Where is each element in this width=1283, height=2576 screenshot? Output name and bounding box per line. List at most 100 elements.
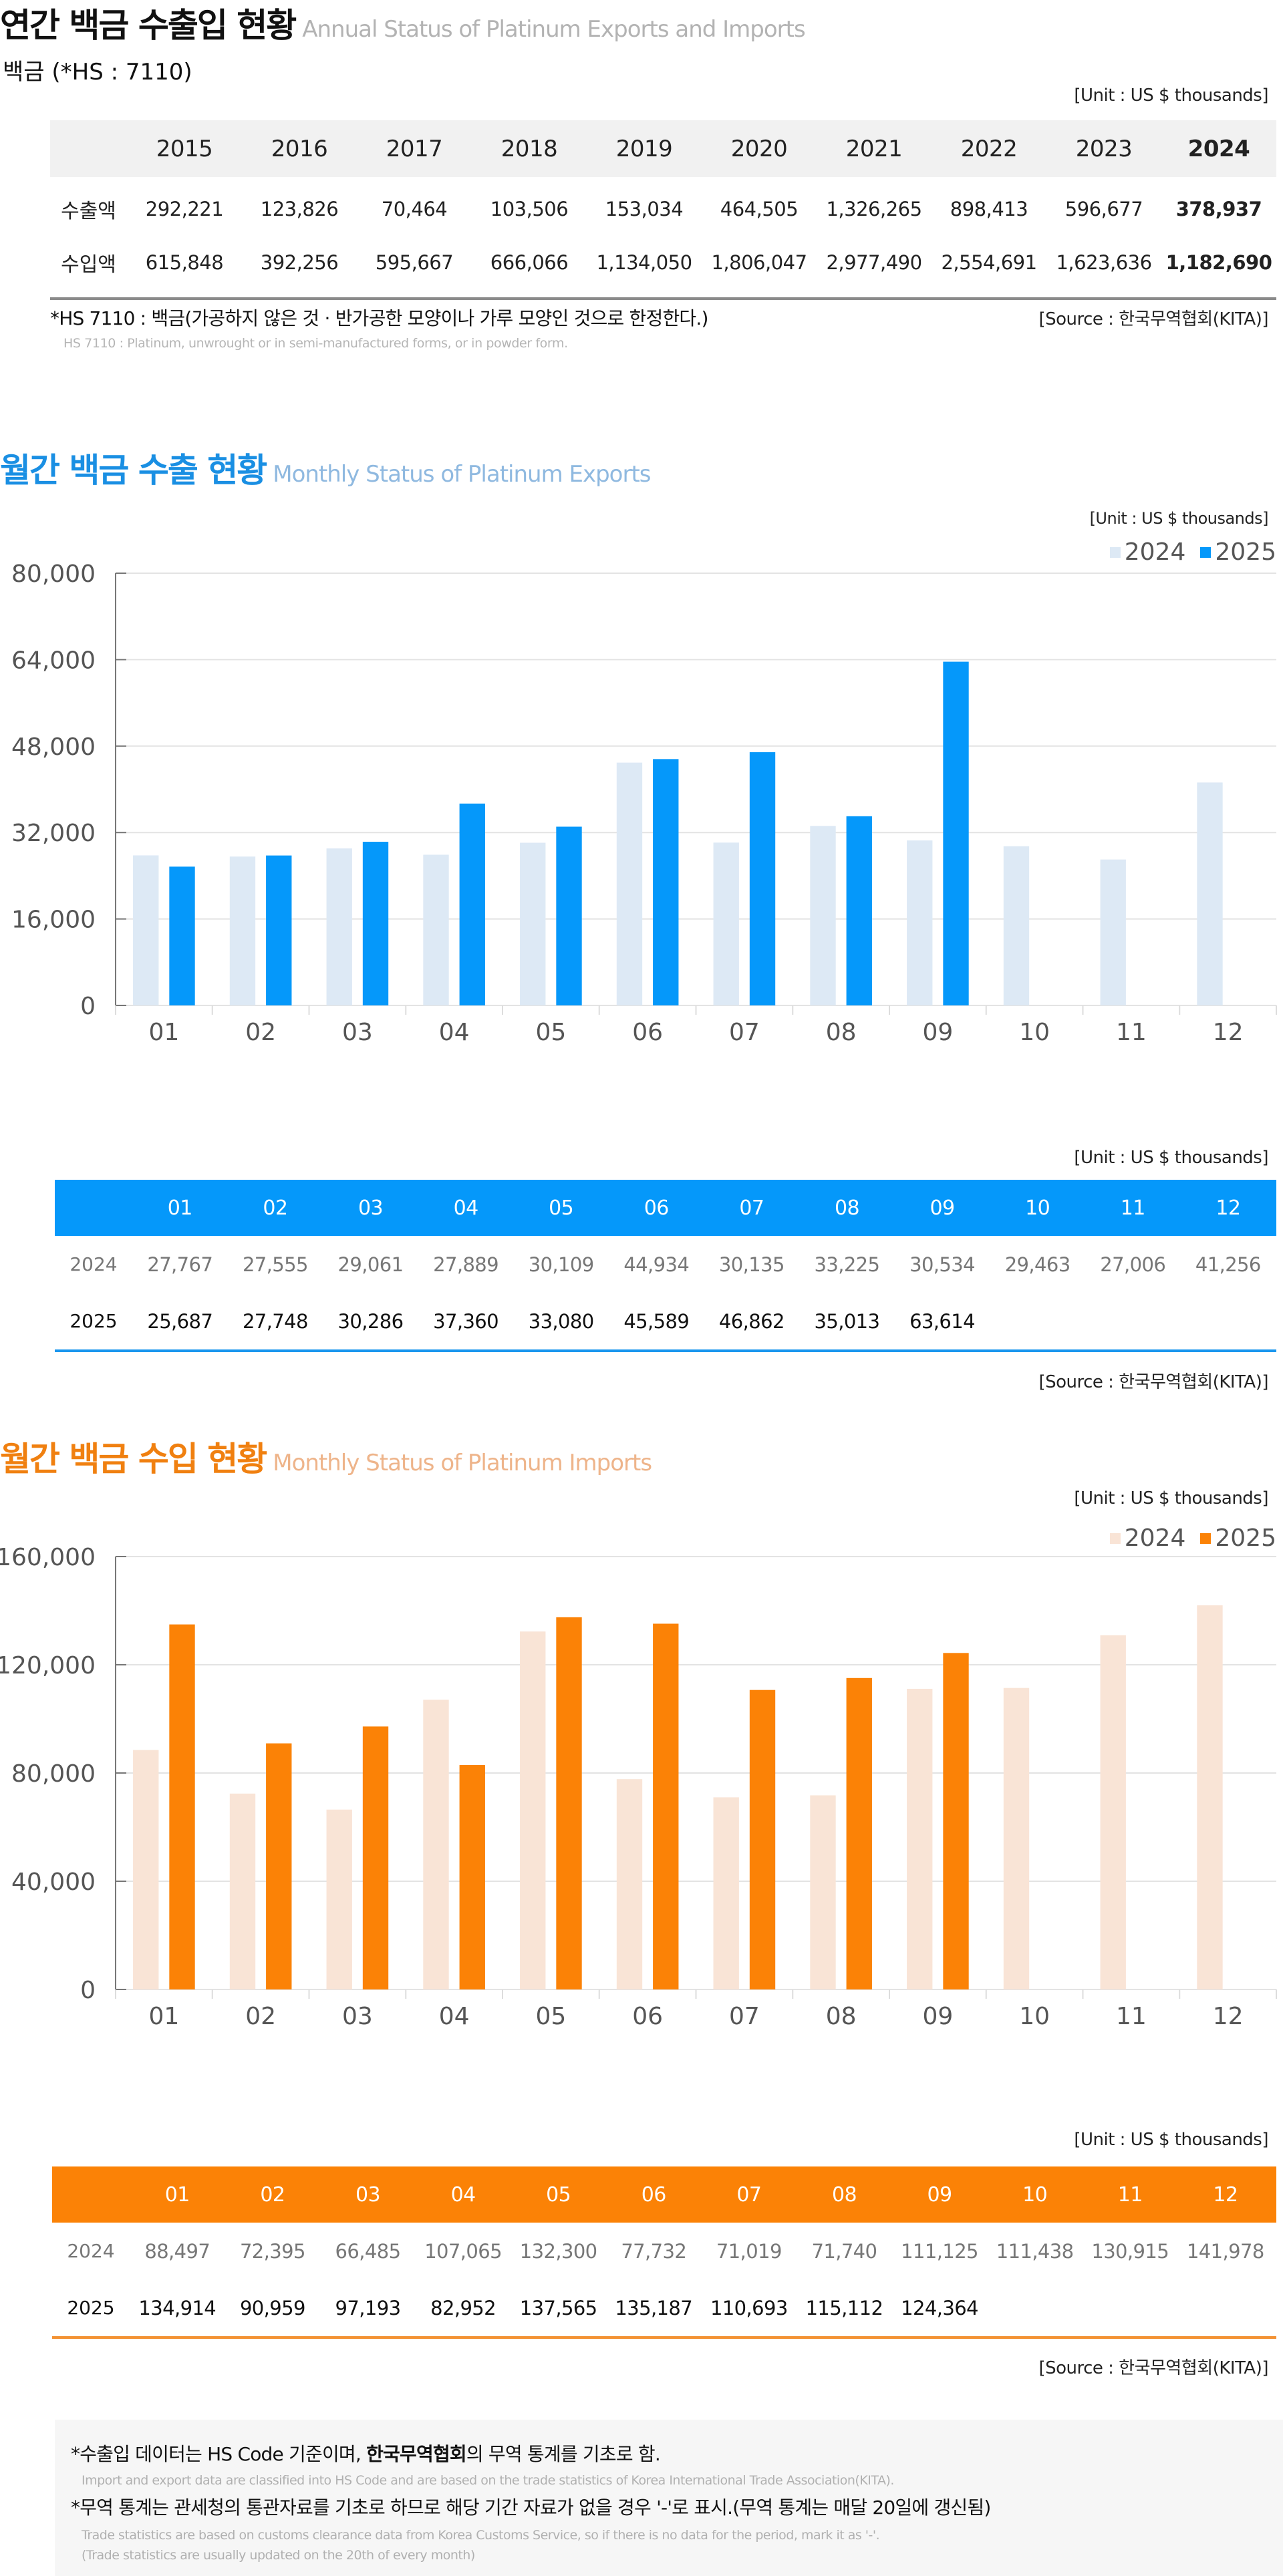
- imports-chart-unit: [Unit : US $ thousands]: [1074, 1488, 1268, 1508]
- table-row-2024: 2024 88,497 72,395 66,485 107,065 132,300 77,…: [52, 2223, 1276, 2279]
- table-cell: 595,667: [375, 251, 454, 274]
- imports-source: [Source : 한국무역협회(KITA)]: [1038, 2358, 1268, 2378]
- x-tick-label: 10: [1019, 2003, 1050, 2030]
- y-tick-label: 80,000: [11, 560, 96, 588]
- exports-monthly-table: 01 02 03 04 05 06 07 08 09 10 11 12 2024 27,767 27,5…: [55, 1180, 1276, 1352]
- bar-2025-06: [653, 1623, 679, 1989]
- y-tick-label: 64,000: [11, 647, 96, 674]
- x-tick-label: 01: [148, 2003, 179, 2030]
- month-header-06: 06: [644, 1196, 670, 1220]
- month-header-07: 07: [739, 1196, 764, 1220]
- annual-table-header: 2015 2016 2017 2018 2019 2020 2021 2022 2023 2024: [50, 120, 1276, 177]
- exports-bar-chart: 0 16,000 32,000 48,000 64,000 80,000 01 02 03 04 0…: [11, 560, 1277, 1046]
- table-cell: 1,326,265: [826, 198, 922, 220]
- table-cell: 30,534: [909, 1253, 975, 1276]
- x-tick-label: 05: [535, 2003, 566, 2030]
- table-cell: 37,360: [433, 1309, 499, 1333]
- legend-swatch-2025: [1200, 546, 1211, 558]
- x-tick-label: 02: [245, 1019, 276, 1046]
- x-tick-label: 05: [535, 1019, 566, 1046]
- exports-table-header: 01 02 03 04 05 06 07 08 09 10 11 12: [55, 1180, 1276, 1236]
- y-tick-label: 32,000: [11, 820, 96, 847]
- exports-table-bottom-rule: [55, 1349, 1276, 1352]
- month-header-02: 02: [260, 2183, 285, 2207]
- bar-2025-01: [169, 1624, 195, 1989]
- month-header-04: 04: [450, 2183, 476, 2207]
- table-cell: 111,125: [901, 2239, 978, 2263]
- bar-2024-07: [713, 1797, 739, 1989]
- year-header-2016: 2016: [271, 135, 328, 162]
- x-tick-label: 09: [922, 2003, 953, 2030]
- table-cell: 130,915: [1091, 2239, 1169, 2263]
- legend-label-2024: 2024: [1124, 1524, 1186, 1552]
- table-cell: 1,134,050: [596, 251, 692, 274]
- imports-monthly-table: 01 02 03 04 05 06 07 08 09 10 11 12 2024 88,497 72,3…: [52, 2166, 1276, 2339]
- table-cell: 82,952: [430, 2296, 496, 2319]
- table-cell: 1,182,690: [1165, 251, 1272, 274]
- annual-hs-note: *HS 7110 : 백금(가공하지 않은 것 · 반가공한 모양이나 가루 모…: [50, 307, 708, 329]
- table-cell: 29,463: [1004, 1253, 1071, 1276]
- month-header-02: 02: [263, 1196, 288, 1220]
- month-header-10: 10: [1022, 2183, 1048, 2207]
- bar-2025-03: [362, 1726, 389, 1989]
- bar-2024-03: [326, 848, 352, 1005]
- month-header-12: 12: [1216, 1196, 1241, 1220]
- bar-2024-06: [616, 762, 643, 1005]
- table-cell: 71,740: [811, 2239, 877, 2263]
- month-header-11: 11: [1120, 1196, 1146, 1220]
- legend-label-2024: 2024: [1124, 538, 1186, 566]
- x-tick-label: 07: [729, 2003, 760, 2030]
- table-cell: 30,109: [528, 1253, 594, 1276]
- month-header-01: 01: [167, 1196, 193, 1220]
- bar-2024-08: [810, 826, 836, 1005]
- bar-2025-05: [556, 826, 582, 1005]
- footnote-3-en: (Trade statistics are usually updated on…: [82, 2548, 475, 2563]
- month-header-06: 06: [641, 2183, 667, 2207]
- bar-2024-02: [229, 856, 256, 1005]
- bar-2024-06: [616, 1779, 643, 1989]
- bar-2025-04: [459, 803, 485, 1005]
- table-cell: 141,978: [1186, 2239, 1264, 2263]
- table-cell: 135,187: [615, 2296, 693, 2319]
- table-cell: 70,464: [381, 198, 448, 220]
- table-cell: 292,221: [145, 198, 224, 220]
- table-cell: 898,413: [950, 198, 1028, 220]
- table-cell: 124,364: [901, 2296, 978, 2319]
- exports-table-unit: [Unit : US $ thousands]: [1074, 1148, 1268, 1168]
- table-cell: 107,065: [424, 2239, 502, 2263]
- y-tick-label: 40,000: [11, 1869, 96, 1896]
- x-tick-label: 03: [342, 1019, 373, 1046]
- table-cell: 464,505: [720, 198, 799, 220]
- month-header-08: 08: [834, 1196, 860, 1220]
- exports-title: 월간 백금 수출 현황 Monthly Status of Platinum E…: [0, 444, 652, 492]
- year-header-2023: 2023: [1075, 135, 1133, 162]
- table-cell: 27,748: [242, 1309, 308, 1333]
- table-cell: 33,225: [814, 1253, 880, 1276]
- footnote-1-bold: 한국무역협회: [366, 2443, 467, 2465]
- table-cell: 27,555: [242, 1253, 308, 1276]
- bar-2025-06: [653, 759, 679, 1005]
- month-header-03: 03: [358, 1196, 384, 1220]
- table-cell: 596,677: [1064, 198, 1143, 220]
- imports-bar-chart: 0 40,000 80,000 120,000 160,000 01 02 03 04 05 06 0…: [0, 1544, 1277, 2030]
- bar-2024-09: [907, 840, 933, 1005]
- footnotes-box: *수출입 데이터는 HS Code 기준이며, 한국무역협회의 무역 통계를 기…: [55, 2420, 1283, 2576]
- table-row-exports: 수출액 292,221 123,826 70,464 103,506 153,034 46…: [50, 182, 1276, 236]
- month-header-05: 05: [549, 1196, 574, 1220]
- bar-2025-07: [749, 752, 776, 1005]
- bar-2024-03: [326, 1809, 352, 1989]
- table-cell: 111,438: [996, 2239, 1074, 2263]
- x-tick-label: 04: [439, 2003, 470, 2030]
- table-row-2025: 2025 25,687 27,748 30,286 37,360 33,080 45,58…: [55, 1293, 1276, 1349]
- y-tick-label: 0: [80, 993, 96, 1020]
- annual-unit: [Unit : US $ thousands]: [1074, 86, 1268, 106]
- table-cell: 46,862: [718, 1309, 785, 1333]
- bar-2024-01: [133, 1750, 159, 1989]
- y-tick-label: 16,000: [11, 907, 96, 934]
- y-tick-label: 120,000: [0, 1652, 96, 1679]
- table-cell: 103,506: [490, 198, 569, 220]
- bar-2025-04: [459, 1765, 485, 1989]
- year-header-2019: 2019: [615, 135, 673, 162]
- exports-source: [Source : 한국무역협회(KITA)]: [1038, 1372, 1268, 1392]
- bar-2024-04: [423, 854, 449, 1005]
